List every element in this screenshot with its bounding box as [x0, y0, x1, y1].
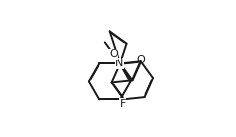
Text: O: O — [136, 55, 145, 65]
Text: F: F — [119, 99, 126, 109]
Text: N: N — [115, 58, 123, 68]
Text: O: O — [109, 49, 118, 59]
